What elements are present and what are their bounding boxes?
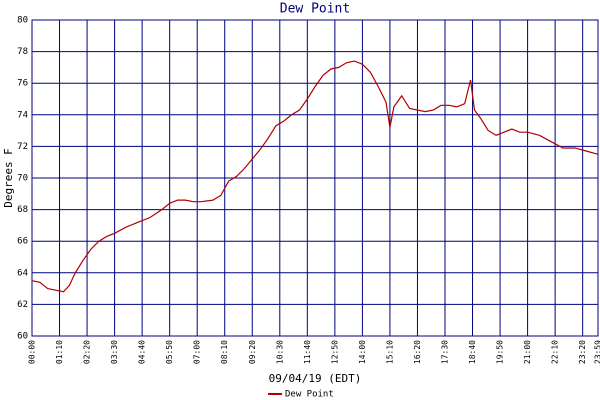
y-tick-label: 68 bbox=[17, 205, 28, 215]
x-tick-label: 04:40 bbox=[138, 340, 147, 364]
y-tick-label: 62 bbox=[17, 300, 28, 310]
y-tick-label: 70 bbox=[17, 174, 28, 184]
x-tick-label: 18:40 bbox=[468, 340, 477, 364]
x-tick-label: 01:10 bbox=[55, 340, 64, 364]
x-tick-label: 08:10 bbox=[220, 340, 229, 364]
x-tick-label: 16:20 bbox=[413, 340, 422, 364]
x-axis-label: 09/04/19 (EDT) bbox=[269, 372, 362, 385]
x-tick-label: 03:30 bbox=[110, 340, 119, 364]
x-tick-label: 15:10 bbox=[385, 340, 394, 364]
y-tick-label: 66 bbox=[17, 237, 28, 247]
y-tick-label: 60 bbox=[17, 332, 28, 342]
x-tick-label: 10:30 bbox=[275, 340, 284, 364]
y-tick-label: 80 bbox=[17, 16, 28, 26]
data-line bbox=[31, 60, 599, 293]
x-tick-label: 21:00 bbox=[523, 340, 532, 364]
x-tick-label: 22:10 bbox=[551, 340, 560, 364]
y-tick-label: 74 bbox=[17, 110, 28, 120]
y-tick-label: 76 bbox=[17, 79, 28, 89]
x-tick-label: 07:00 bbox=[193, 340, 202, 364]
y-tick-label: 64 bbox=[17, 268, 28, 278]
x-tick-label: 23:59 bbox=[594, 340, 600, 364]
x-tick-label: 09:20 bbox=[248, 340, 257, 364]
x-tick-label: 12:50 bbox=[330, 340, 339, 364]
x-tick-label: 19:50 bbox=[496, 340, 505, 364]
x-tick-label: 05:50 bbox=[165, 340, 174, 364]
x-tick-label: 17:30 bbox=[440, 340, 449, 364]
x-tick-label: 00:00 bbox=[28, 340, 37, 364]
y-tick-label: 78 bbox=[17, 47, 28, 57]
x-tick-label: 02:20 bbox=[83, 340, 92, 364]
legend-label: Dew Point bbox=[285, 390, 334, 400]
x-tick-label: 11:40 bbox=[303, 340, 312, 364]
x-tick-label: 14:00 bbox=[358, 340, 367, 364]
y-tick-label: 72 bbox=[17, 142, 28, 152]
y-axis-label: Degrees F bbox=[2, 148, 15, 208]
chart-title: Dew Point bbox=[280, 2, 350, 17]
x-tick-label: 23:20 bbox=[578, 340, 587, 364]
